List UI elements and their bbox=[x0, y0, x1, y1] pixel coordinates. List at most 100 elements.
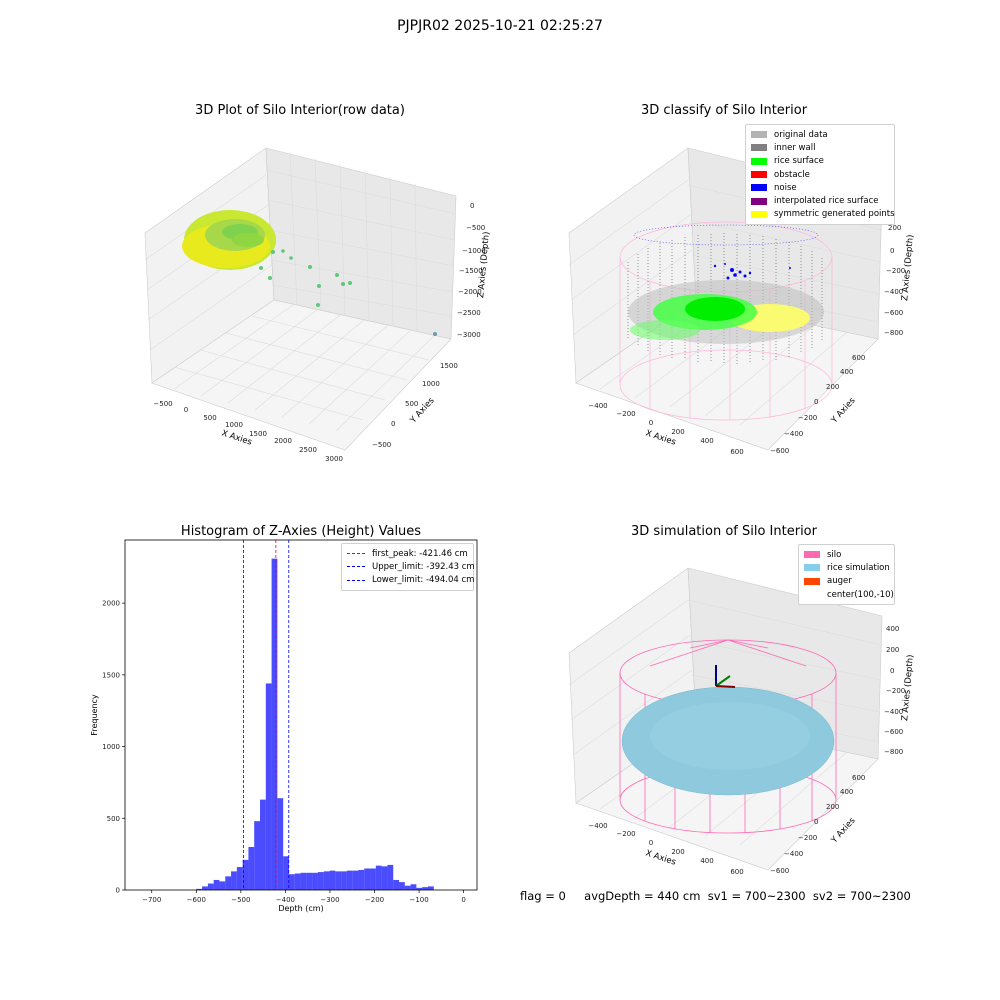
raw-grid bbox=[144, 151, 457, 432]
simulation-legend-swatch bbox=[804, 591, 820, 598]
histogram-bar bbox=[254, 821, 261, 890]
histogram-xtick-label: −200 bbox=[365, 896, 384, 904]
simulation-legend-item: silo bbox=[804, 548, 888, 561]
simulation-legend-item: center(100,-10) bbox=[804, 588, 894, 601]
histogram-bar bbox=[236, 867, 243, 890]
histogram-bar bbox=[202, 886, 208, 890]
simulation-legend: silo rice simulation auger center(100,-10) bbox=[798, 544, 895, 606]
histogram-xtick-label: −400 bbox=[276, 896, 295, 904]
histogram-bar bbox=[288, 874, 295, 890]
svg-text:600: 600 bbox=[730, 448, 743, 456]
svg-text:−200: −200 bbox=[798, 414, 817, 422]
svg-text:200: 200 bbox=[826, 383, 839, 391]
raw-xtick: 1500 bbox=[249, 430, 267, 438]
histogram-bar bbox=[248, 846, 255, 890]
histogram-xtick-label: −700 bbox=[142, 896, 161, 904]
raw-ytick: −500 bbox=[372, 441, 391, 449]
simulation-panel-title: 3D simulation of Silo Interior bbox=[631, 524, 817, 539]
svg-text:200: 200 bbox=[671, 848, 684, 856]
histogram-bar bbox=[283, 856, 289, 890]
histogram-bar bbox=[294, 873, 301, 890]
auger-axes bbox=[715, 665, 736, 688]
histogram-bar bbox=[329, 870, 336, 890]
classify-legend-item: noise bbox=[751, 181, 888, 194]
histogram-bar bbox=[399, 882, 405, 890]
histogram-bar bbox=[416, 887, 423, 890]
histogram-bar bbox=[352, 870, 359, 890]
raw-ytick: 0 bbox=[391, 420, 395, 428]
svg-text:−800: −800 bbox=[884, 329, 903, 337]
classify-legend-label: interpolated rice surface bbox=[774, 196, 879, 207]
histogram-bar bbox=[207, 883, 214, 890]
histogram-bar bbox=[277, 798, 284, 890]
classify-legend-swatch bbox=[751, 210, 767, 218]
histogram-bar bbox=[346, 870, 353, 890]
classify-legend-label: original data bbox=[774, 129, 828, 140]
histogram-bar bbox=[225, 876, 232, 890]
footer-status: flag = 0 avgDepth = 440 cm sv1 = 700~230… bbox=[520, 889, 911, 903]
histogram-bar bbox=[381, 866, 388, 890]
classify-legend-item: rice surface bbox=[751, 155, 888, 168]
histogram-legend-item: Lower_limit: -494.04 cm bbox=[347, 574, 474, 587]
histogram-title: Histogram of Z-Axies (Height) Values bbox=[180, 524, 422, 539]
classify-legend-swatch bbox=[751, 184, 767, 192]
histogram-xtick-label: −600 bbox=[187, 896, 206, 904]
raw-xtick: −500 bbox=[153, 400, 172, 408]
svg-text:0: 0 bbox=[890, 247, 894, 255]
raw-ztick: −500 bbox=[466, 224, 485, 232]
histogram-bar bbox=[335, 871, 342, 890]
raw-ztick: −1000 bbox=[462, 247, 486, 255]
svg-text:600: 600 bbox=[730, 868, 743, 876]
svg-text:−600: −600 bbox=[884, 728, 903, 736]
histogram-legend-line bbox=[347, 566, 365, 568]
svg-text:400: 400 bbox=[700, 857, 713, 865]
histogram-xtick-label: −100 bbox=[409, 896, 428, 904]
classify-legend-item: interpolated rice surface bbox=[751, 194, 888, 207]
raw-ztick: −2000 bbox=[458, 288, 482, 296]
classify-legend-item: inner wall bbox=[751, 141, 888, 154]
simulation-legend-label: silo bbox=[827, 549, 842, 560]
raw-ztick: −3000 bbox=[457, 331, 481, 339]
classify-legend-item: original data bbox=[751, 128, 888, 141]
classify-legend-swatch bbox=[751, 157, 767, 165]
svg-text:Y Axies: Y Axies bbox=[829, 815, 858, 846]
classify-legend-label: noise bbox=[774, 182, 797, 193]
histogram-xtick-label: −300 bbox=[320, 896, 339, 904]
svg-text:Z Axies (Depth): Z Axies (Depth) bbox=[900, 654, 916, 721]
svg-text:400: 400 bbox=[700, 437, 713, 445]
svg-text:0: 0 bbox=[649, 839, 653, 847]
raw-ytick: 1500 bbox=[440, 362, 458, 370]
svg-text:−400: −400 bbox=[784, 430, 803, 438]
histogram-bar bbox=[323, 871, 330, 890]
simulation-legend-label: auger bbox=[827, 576, 852, 587]
histogram-bar bbox=[306, 872, 313, 890]
raw-3d-plot: −500 0 500 1000 1500 2000 2500 3000 −500… bbox=[144, 147, 492, 463]
histogram-bar bbox=[370, 868, 376, 890]
raw-outlier-points bbox=[259, 249, 437, 336]
histogram-xtick-label: −500 bbox=[231, 896, 250, 904]
svg-text:Y Axies: Y Axies bbox=[829, 395, 858, 426]
svg-text:0: 0 bbox=[814, 398, 818, 406]
svg-text:−600: −600 bbox=[770, 867, 789, 875]
histogram-bar bbox=[271, 558, 278, 890]
simulation-legend-item: rice simulation bbox=[804, 561, 890, 574]
svg-text:−200: −200 bbox=[616, 830, 635, 838]
classify-legend: original data inner wall rice surface obsta… bbox=[745, 124, 895, 226]
histogram-legend: first_peak: -421.46 cm Upper_limit: -392.… bbox=[341, 543, 475, 591]
histogram-ylabel: Frequency bbox=[90, 694, 99, 736]
classify-legend-swatch bbox=[751, 171, 767, 179]
footer-stats: avgDepth = 440 cm sv1 = 700~2300 sv2 = 7… bbox=[584, 889, 911, 903]
histogram-frame bbox=[124, 539, 478, 891]
raw-ytick: 1000 bbox=[422, 380, 440, 388]
svg-text:−600: −600 bbox=[884, 309, 903, 317]
classify-legend-label: rice surface bbox=[774, 156, 824, 167]
svg-text:200: 200 bbox=[671, 428, 684, 436]
histogram-bar bbox=[265, 683, 272, 890]
svg-text:400: 400 bbox=[886, 625, 899, 633]
histogram-legend-label: Lower_limit: -494.04 cm bbox=[372, 575, 475, 586]
histogram-xtick-label: 0 bbox=[461, 896, 465, 904]
raw-ytick: 500 bbox=[405, 400, 418, 408]
histogram-bar bbox=[341, 871, 347, 890]
classify-legend-item: symmetric generated points bbox=[751, 208, 895, 221]
svg-text:−200: −200 bbox=[886, 267, 905, 275]
